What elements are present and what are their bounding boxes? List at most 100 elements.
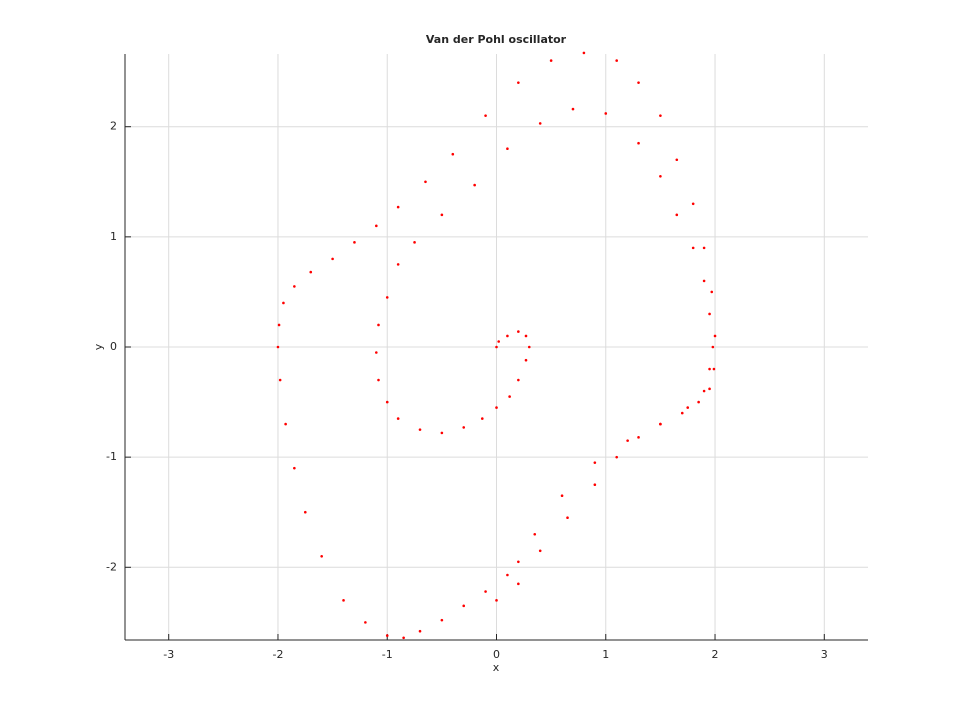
point — [637, 81, 640, 84]
point — [473, 183, 476, 187]
point — [293, 285, 296, 288]
point — [278, 378, 282, 382]
point — [320, 554, 323, 558]
point — [506, 334, 509, 338]
point — [615, 59, 618, 62]
point — [680, 411, 684, 415]
point — [462, 604, 466, 608]
point — [708, 367, 711, 371]
x-tick-label: -3 — [163, 648, 174, 661]
x-tick-label: 0 — [493, 648, 500, 661]
point — [702, 246, 706, 250]
point — [637, 141, 640, 145]
point — [385, 634, 389, 637]
point — [675, 213, 679, 217]
point — [560, 494, 564, 498]
point — [440, 618, 444, 622]
point — [413, 241, 416, 244]
point — [418, 629, 422, 633]
x-axis-label: x — [493, 661, 500, 674]
point — [712, 367, 716, 371]
point — [527, 345, 531, 349]
point — [710, 290, 714, 294]
point — [375, 351, 378, 354]
point — [524, 358, 528, 362]
point — [659, 174, 662, 178]
point — [711, 345, 715, 349]
point — [495, 345, 498, 349]
point — [396, 263, 400, 266]
y-tick-label: 0 — [110, 340, 117, 353]
point — [702, 389, 706, 393]
point — [702, 279, 706, 283]
point — [549, 59, 553, 62]
point — [566, 516, 569, 520]
point — [582, 51, 586, 55]
point — [385, 400, 389, 404]
point — [396, 205, 400, 209]
point — [697, 400, 700, 404]
point — [331, 257, 334, 261]
point — [495, 599, 498, 602]
point — [284, 422, 287, 426]
point — [691, 202, 695, 206]
point — [506, 573, 509, 577]
point — [626, 439, 629, 442]
point — [480, 417, 484, 420]
point — [277, 323, 281, 327]
point — [440, 213, 444, 217]
point — [484, 114, 487, 117]
y-tick-label: 1 — [110, 230, 117, 243]
point — [282, 301, 285, 305]
point — [637, 436, 640, 439]
point — [377, 378, 380, 382]
point — [691, 246, 695, 250]
point — [517, 582, 520, 586]
point — [708, 387, 711, 391]
point — [495, 406, 498, 409]
x-tick-label: 2 — [712, 648, 719, 661]
point — [451, 152, 455, 156]
point — [538, 122, 542, 125]
x-tick-label: 3 — [821, 648, 828, 661]
point — [385, 296, 389, 299]
point — [659, 422, 662, 426]
point — [309, 270, 313, 274]
point — [524, 334, 528, 338]
point — [402, 636, 405, 640]
x-tick-label: 1 — [602, 648, 609, 661]
point — [508, 395, 511, 398]
y-axis-label: y — [92, 343, 105, 350]
point — [571, 107, 575, 111]
chart-title: Van der Pohl oscillator — [426, 33, 567, 46]
x-tick-label: -2 — [272, 648, 283, 661]
point — [604, 112, 608, 115]
point — [375, 224, 378, 228]
y-tick-label: 2 — [110, 120, 117, 133]
point — [517, 330, 520, 333]
point — [377, 323, 380, 327]
point — [686, 406, 690, 409]
x-tick-label: -1 — [382, 648, 393, 661]
point — [484, 590, 487, 593]
point — [418, 428, 422, 431]
point — [293, 466, 296, 470]
point — [533, 532, 537, 536]
point — [517, 560, 520, 564]
y-tick-label: -2 — [106, 560, 117, 573]
point — [364, 621, 367, 624]
point — [593, 461, 597, 464]
point — [538, 549, 542, 553]
point — [593, 483, 597, 486]
point — [353, 241, 356, 244]
point — [497, 340, 500, 343]
y-tick-label: -1 — [106, 450, 117, 463]
point — [462, 426, 466, 429]
point — [342, 599, 345, 602]
point — [396, 417, 400, 420]
point — [517, 81, 520, 84]
point — [440, 431, 444, 435]
point — [615, 455, 618, 459]
